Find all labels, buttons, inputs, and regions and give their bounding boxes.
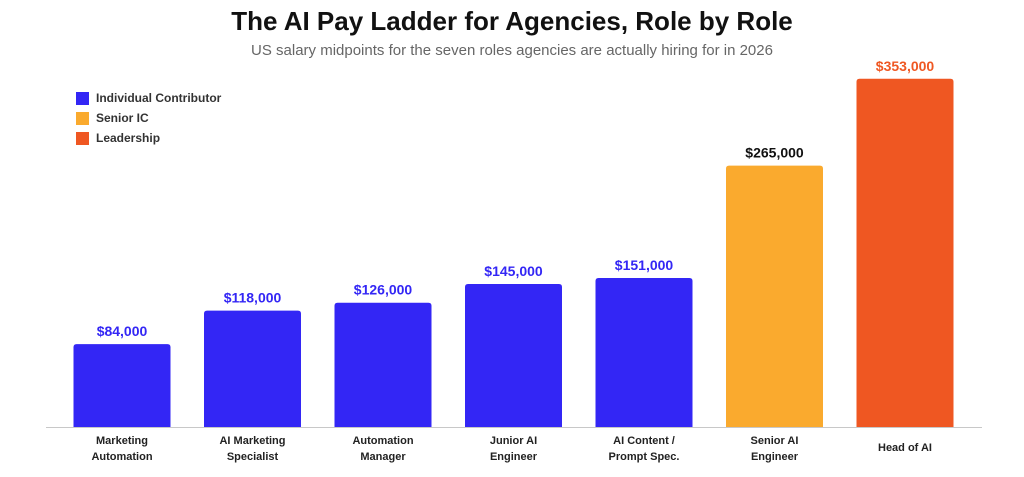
data-label: $145,000 [484,263,543,279]
legend-label: Leadership [96,131,161,145]
legend-item-individual-contributor: Individual Contributor [76,88,221,108]
legend-swatch-leadership [76,131,89,145]
data-label: $151,000 [615,257,674,273]
legend-label: Individual Contributor [96,91,222,105]
bar [73,344,171,427]
bar [465,283,562,427]
bar [334,302,432,427]
category-label-line: Senior AI [751,435,799,447]
category-label: Junior AI Engineer [490,435,538,463]
category-label-line: Automation [91,451,152,463]
category-label: Automation Manager [352,435,413,463]
category-label-line: Manager [360,451,406,463]
category-label-line: Junior AI [490,435,537,447]
legend-label: Senior IC [96,111,149,125]
category-label: AI Marketing Specialist [219,435,285,463]
bar [595,278,693,427]
category-label-line: Specialist [227,451,279,463]
category-label-line: Automation [352,435,413,447]
data-label: $265,000 [745,145,804,161]
legend-swatch-individual-contributor [76,91,89,105]
category-label: Senior AI Engineer [751,435,799,463]
bar [856,78,954,428]
data-label: $118,000 [224,290,282,306]
chart-title: The AI Pay Ladder for Agencies, Role by … [231,6,793,36]
data-label: $126,000 [354,282,413,298]
legend-item-leadership: Leadership [76,128,221,148]
category-label-line: Marketing [96,435,148,447]
category-label: Head of AI [878,442,932,454]
legend-swatch-senior-ic [76,111,89,125]
category-label-line: AI Content / [613,435,675,447]
category-label-line: Engineer [751,451,799,463]
data-label: $84,000 [97,323,148,339]
bar [726,165,823,427]
legend-item-senior-ic: Senior IC [76,108,221,128]
data-label: $353,000 [876,58,935,74]
category-label-line: Prompt Spec. [609,451,680,463]
category-label-line: AI Marketing [219,435,285,447]
chart-subtitle: US salary midpoints for the seven roles … [251,42,773,59]
category-label-line: Engineer [490,451,538,463]
bar [204,310,301,427]
legend: Individual Contributor Senior IC Leaders… [76,88,221,148]
category-label: Marketing Automation [91,435,152,463]
category-label-line: Head of AI [878,442,932,454]
category-label: AI Content / Prompt Spec. [609,435,680,463]
